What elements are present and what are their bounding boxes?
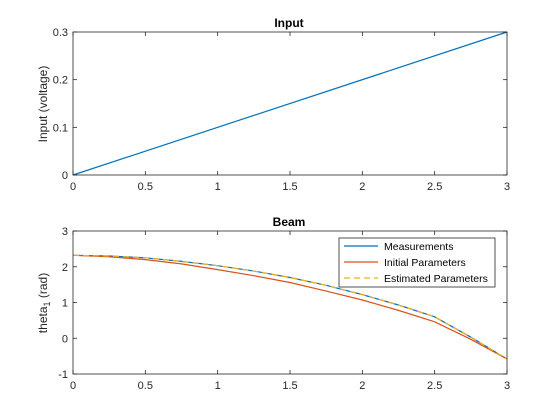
input-y-tick-label: 0.1: [53, 122, 68, 134]
input-y-tick-label: 0.2: [53, 75, 68, 87]
input-x-tick-label: 3: [504, 181, 510, 193]
beam-x-tick-label: 0: [70, 380, 76, 392]
input-x-tick-label: 2: [359, 181, 365, 193]
legend: Measurements Initial Parameters Estimate…: [338, 237, 496, 288]
beam-series-line-initial-parameters: [72, 254, 508, 360]
beam-chart-title: Beam: [273, 215, 306, 229]
beam-y-tick-label: -1: [58, 369, 68, 381]
beam-x-tick-label: 3: [504, 380, 510, 392]
beam-x-tick-label: 2: [359, 380, 365, 392]
beam-y-label-main: theta: [36, 306, 50, 333]
beam-y-label-suffix: (rad): [36, 273, 50, 302]
input-x-tick-label: 0.5: [138, 181, 153, 193]
input-plot-lines: [72, 31, 508, 176]
beam-plot-lines: [72, 254, 508, 360]
beam-y-label-subscript: 1: [42, 301, 52, 306]
input-x-tick-label: 1: [215, 181, 221, 193]
input-series-line-0: [72, 31, 508, 176]
beam-y-tick-label: 3: [62, 226, 68, 238]
beam-y-axis-label: theta1 (rad): [36, 273, 52, 333]
legend-label-measurements: Measurements: [384, 241, 453, 253]
beam-x-tick-label: 0.5: [138, 380, 153, 392]
beam-x-tick-label: 2.5: [427, 380, 442, 392]
legend-label-initial-parameters: Initial Parameters: [384, 257, 466, 269]
beam-x-tick-label: 1.5: [282, 380, 297, 392]
legend-label-estimated-parameters: Estimated Parameters: [384, 273, 488, 285]
legend-entry-estimated-parameters: Estimated Parameters: [344, 273, 488, 285]
input-y-tick-label: 0.3: [53, 27, 68, 39]
legend-entry-measurements: Measurements: [344, 241, 453, 253]
input-axes-ticks: 0 0.5 1 1.5 2 2.5 3 0 0.1 0.2 0.3: [53, 27, 510, 193]
beam-x-tick-label: 1: [215, 380, 221, 392]
input-y-axis-label: Input (voltage): [36, 66, 50, 143]
beam-series-line-estimated-parameters: [72, 254, 508, 360]
legend-entry-initial-parameters: Initial Parameters: [344, 257, 466, 269]
beam-y-tick-label: 0: [62, 333, 68, 345]
input-subplot: Input Input (voltage) 0 0.5 1 1.5 2 2.5 300.10…: [36, 16, 510, 193]
beam-y-tick-label: 2: [62, 262, 68, 274]
input-chart-title: Input: [274, 16, 303, 30]
beam-y-tick-label: 1: [62, 298, 68, 310]
input-y-tick-label: 0: [62, 170, 68, 182]
input-x-tick-label: 1.5: [282, 181, 297, 193]
input-x-tick-label: 0: [70, 181, 76, 193]
input-x-tick-label: 2.5: [427, 181, 442, 193]
